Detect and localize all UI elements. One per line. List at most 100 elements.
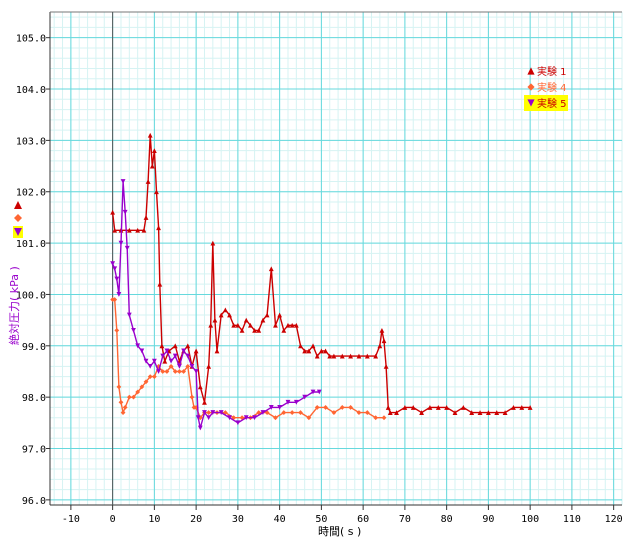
data-point bbox=[381, 415, 387, 421]
data-point bbox=[387, 410, 393, 415]
data-point bbox=[302, 348, 308, 354]
data-point bbox=[281, 327, 287, 333]
data-point bbox=[118, 240, 124, 246]
data-point bbox=[159, 343, 165, 349]
data-point bbox=[122, 209, 128, 215]
data-point bbox=[285, 399, 291, 405]
data-point bbox=[277, 312, 283, 318]
data-point bbox=[419, 410, 424, 415]
data-point bbox=[323, 405, 328, 410]
data-point bbox=[314, 405, 320, 410]
x-tick-label: 70 bbox=[399, 514, 411, 525]
x-tick-label: -10 bbox=[62, 514, 80, 525]
data-point bbox=[118, 399, 124, 405]
data-point bbox=[502, 410, 508, 415]
data-point bbox=[218, 410, 224, 415]
data-point bbox=[124, 245, 130, 251]
data-point bbox=[252, 327, 257, 333]
data-point bbox=[122, 405, 128, 410]
data-point bbox=[243, 415, 249, 421]
data-point bbox=[206, 363, 212, 369]
data-point bbox=[162, 358, 168, 364]
data-point bbox=[197, 425, 203, 431]
data-point bbox=[156, 369, 161, 374]
series-group bbox=[110, 297, 387, 421]
x-tick-label: 10 bbox=[148, 514, 160, 525]
data-point bbox=[364, 410, 370, 415]
y-tick-label: 105.0 bbox=[16, 34, 46, 45]
data-point bbox=[177, 363, 182, 369]
data-point bbox=[185, 353, 191, 359]
data-point bbox=[172, 369, 178, 374]
y-tick-label: 97.0 bbox=[22, 445, 46, 456]
data-point bbox=[469, 410, 475, 415]
data-point bbox=[141, 227, 147, 233]
data-point bbox=[112, 227, 118, 233]
data-point bbox=[193, 369, 199, 374]
x-tick-label: 0 bbox=[110, 514, 116, 525]
data-point bbox=[277, 405, 283, 410]
data-point bbox=[210, 410, 216, 415]
data-point bbox=[168, 358, 174, 364]
data-point bbox=[210, 240, 216, 246]
data-point bbox=[348, 353, 354, 359]
y-tick-label: 102.0 bbox=[16, 188, 46, 199]
data-point bbox=[511, 405, 516, 410]
data-point bbox=[260, 410, 266, 415]
side-legend-markers bbox=[13, 201, 23, 238]
axes bbox=[46, 11, 622, 510]
data-point bbox=[131, 394, 136, 400]
data-point bbox=[116, 384, 122, 390]
data-point bbox=[147, 132, 153, 138]
data-point bbox=[323, 348, 328, 354]
legend-label: 実験 4 bbox=[537, 81, 567, 94]
data-point bbox=[120, 179, 126, 184]
data-point bbox=[139, 348, 145, 354]
data-point bbox=[202, 399, 207, 405]
data-point bbox=[135, 389, 141, 395]
data-point bbox=[394, 410, 399, 415]
data-point bbox=[157, 281, 163, 287]
data-point bbox=[164, 369, 170, 374]
data-point bbox=[114, 276, 120, 282]
data-point bbox=[477, 410, 483, 415]
data-point bbox=[147, 374, 153, 380]
data-point bbox=[452, 410, 458, 415]
data-point bbox=[377, 343, 383, 349]
data-point bbox=[149, 163, 155, 169]
data-point bbox=[151, 148, 157, 154]
data-point bbox=[264, 312, 270, 318]
x-axis-label: 時間( s ) bbox=[318, 525, 361, 537]
series-group bbox=[110, 132, 533, 415]
data-point bbox=[181, 348, 187, 354]
x-tick-label: 30 bbox=[232, 514, 244, 525]
data-point bbox=[112, 297, 118, 302]
data-point bbox=[154, 189, 159, 195]
legend-label: 実験 5 bbox=[537, 97, 567, 110]
major-grid bbox=[50, 12, 622, 505]
side-legend-marker bbox=[14, 228, 22, 236]
data-point bbox=[172, 343, 178, 349]
data-point bbox=[131, 327, 136, 333]
data-point bbox=[202, 410, 207, 415]
data-point bbox=[256, 327, 262, 333]
data-point bbox=[273, 322, 278, 328]
data-point bbox=[381, 338, 387, 344]
data-point bbox=[298, 410, 303, 415]
data-point bbox=[314, 353, 320, 359]
data-point bbox=[519, 405, 525, 410]
data-point bbox=[185, 363, 191, 369]
data-point bbox=[218, 312, 224, 318]
data-point bbox=[373, 415, 379, 421]
data-point bbox=[293, 399, 299, 405]
data-point bbox=[402, 405, 408, 410]
data-point bbox=[285, 322, 291, 328]
data-point bbox=[235, 420, 241, 426]
data-point bbox=[318, 348, 324, 354]
data-point bbox=[264, 410, 270, 415]
data-point bbox=[260, 317, 266, 323]
data-point bbox=[160, 353, 166, 359]
x-tick-label: 40 bbox=[274, 514, 286, 525]
data-point bbox=[197, 384, 203, 390]
data-point bbox=[316, 389, 322, 395]
